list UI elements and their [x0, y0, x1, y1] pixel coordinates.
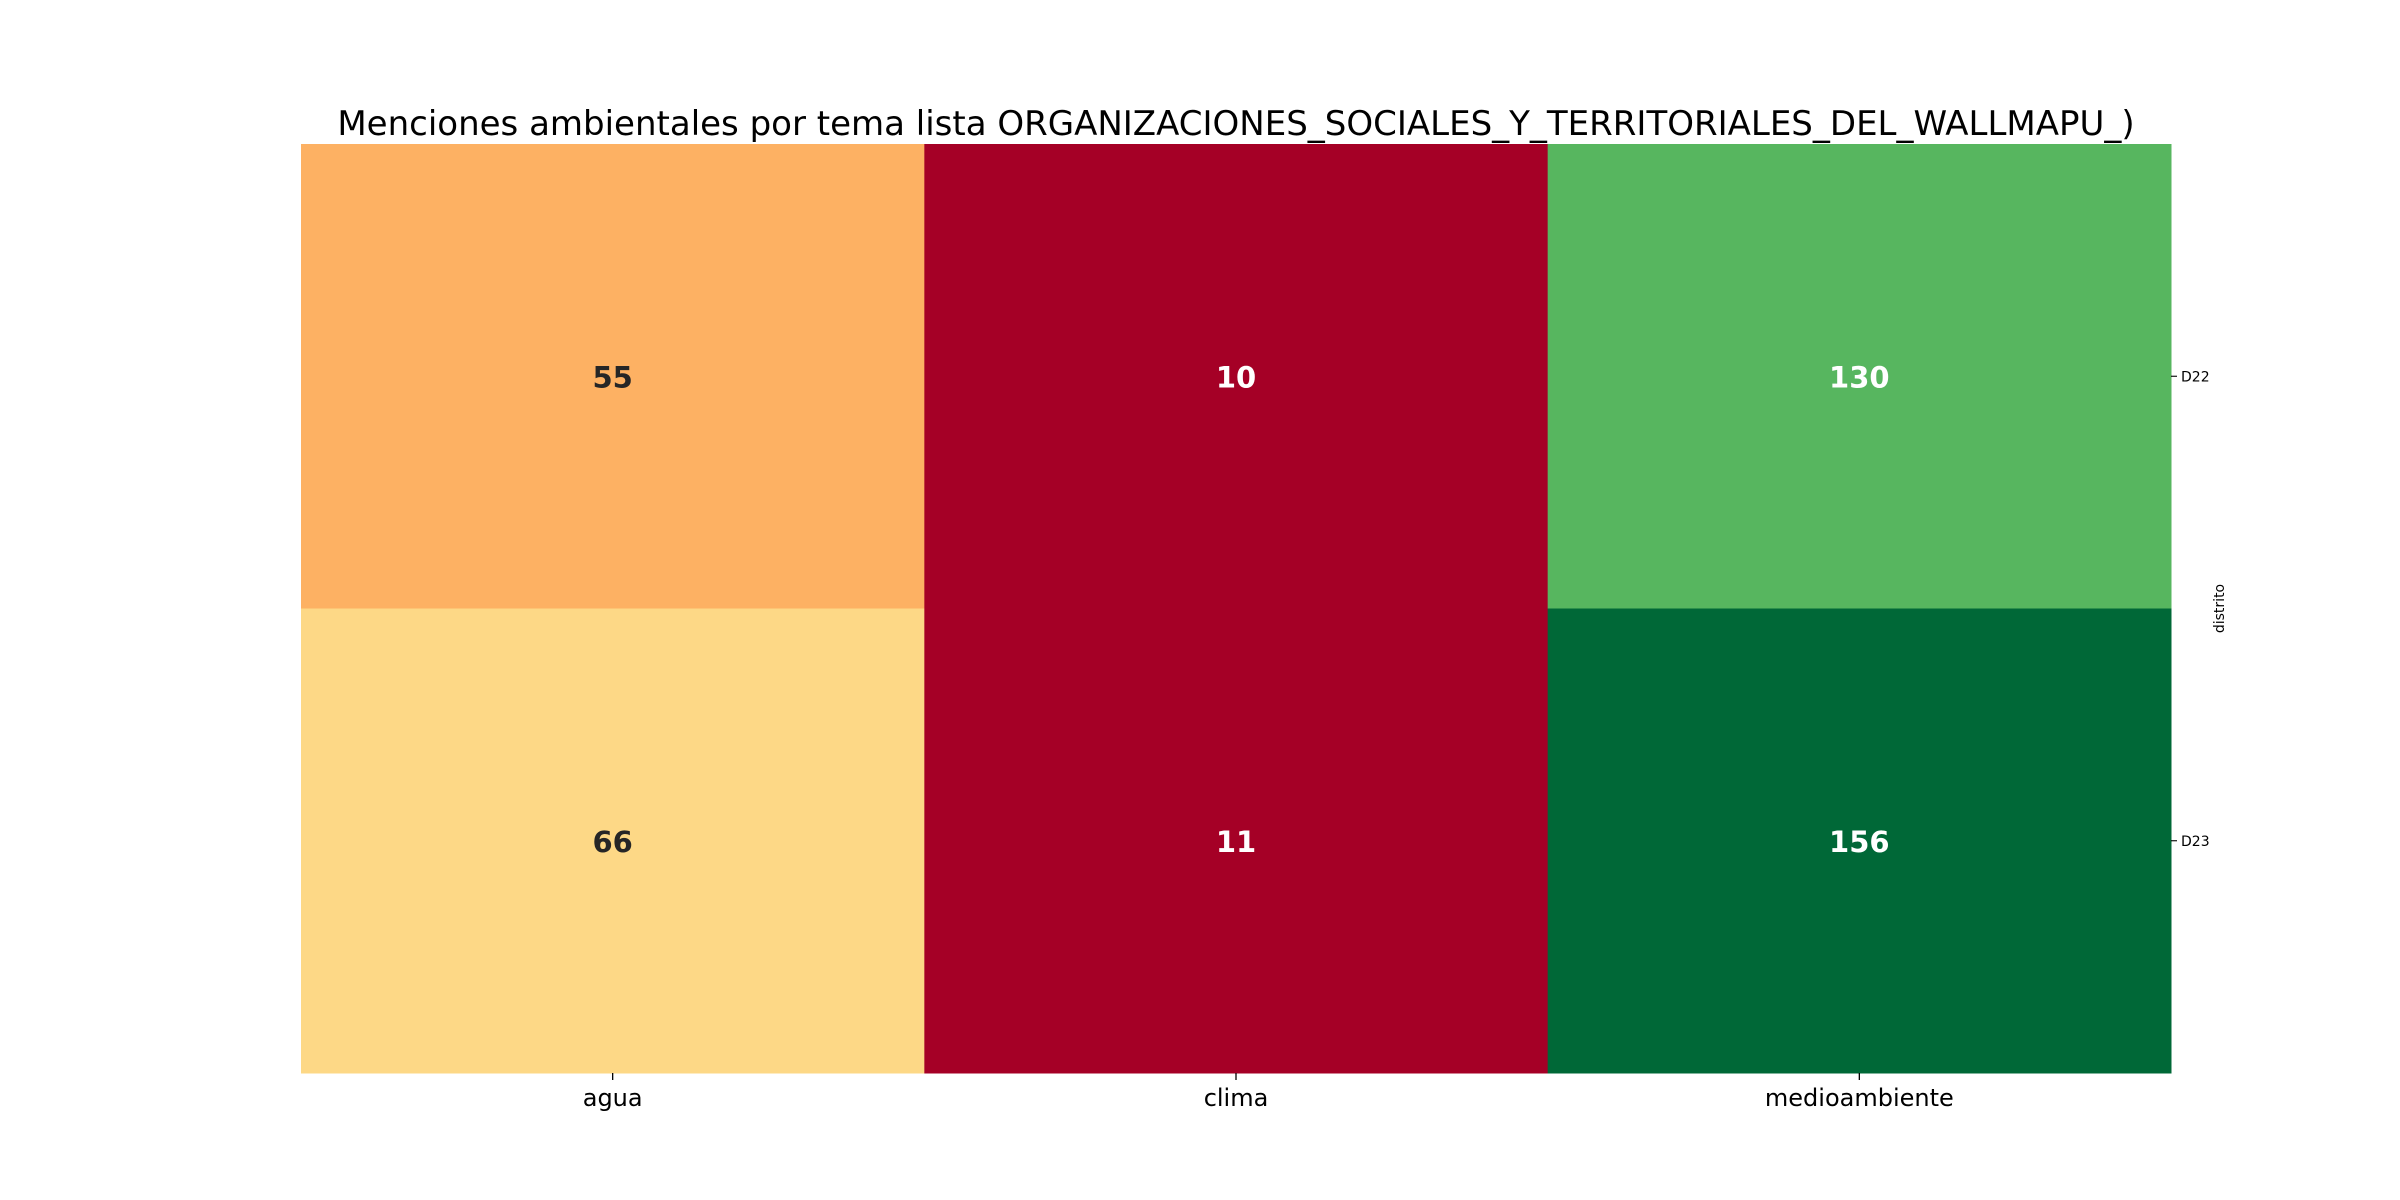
heatmap-cell-d23-medioambiente [1547, 608, 2172, 1074]
x-tick-label: clima [1204, 1084, 1269, 1112]
y-axis: D22 D23 [2171, 369, 2210, 850]
heatmap-cell-d22-medioambiente [1547, 144, 2172, 609]
x-axis: agua clima medioambiente [583, 1073, 1954, 1112]
x-tick-label: medioambiente [1765, 1084, 1954, 1112]
heatmap-cell-d23-agua [301, 608, 925, 1074]
cell-value-label: 66 [592, 825, 632, 859]
cell-value-label: 55 [592, 360, 632, 394]
y-tick-label: D23 [2181, 834, 2210, 850]
heatmap-cell-d22-agua [301, 144, 925, 609]
cell-value-labels: 55 10 130 66 11 156 [592, 360, 1889, 859]
cell-value-label: 130 [1829, 360, 1890, 394]
x-tick-label: agua [583, 1084, 643, 1112]
cell-value-label: 11 [1216, 825, 1256, 859]
y-tick-label: D22 [2181, 369, 2210, 385]
chart-title: Menciones ambientales por tema lista ORG… [337, 104, 2134, 144]
heatmap-cell-d22-clima [924, 144, 1549, 609]
heatmap-cell-d23-clima [924, 608, 1549, 1074]
cell-value-label: 10 [1216, 360, 1256, 394]
heatmap-cells [301, 144, 2172, 1074]
cell-value-label: 156 [1829, 825, 1890, 859]
y-axis-label: distrito [2212, 584, 2228, 633]
